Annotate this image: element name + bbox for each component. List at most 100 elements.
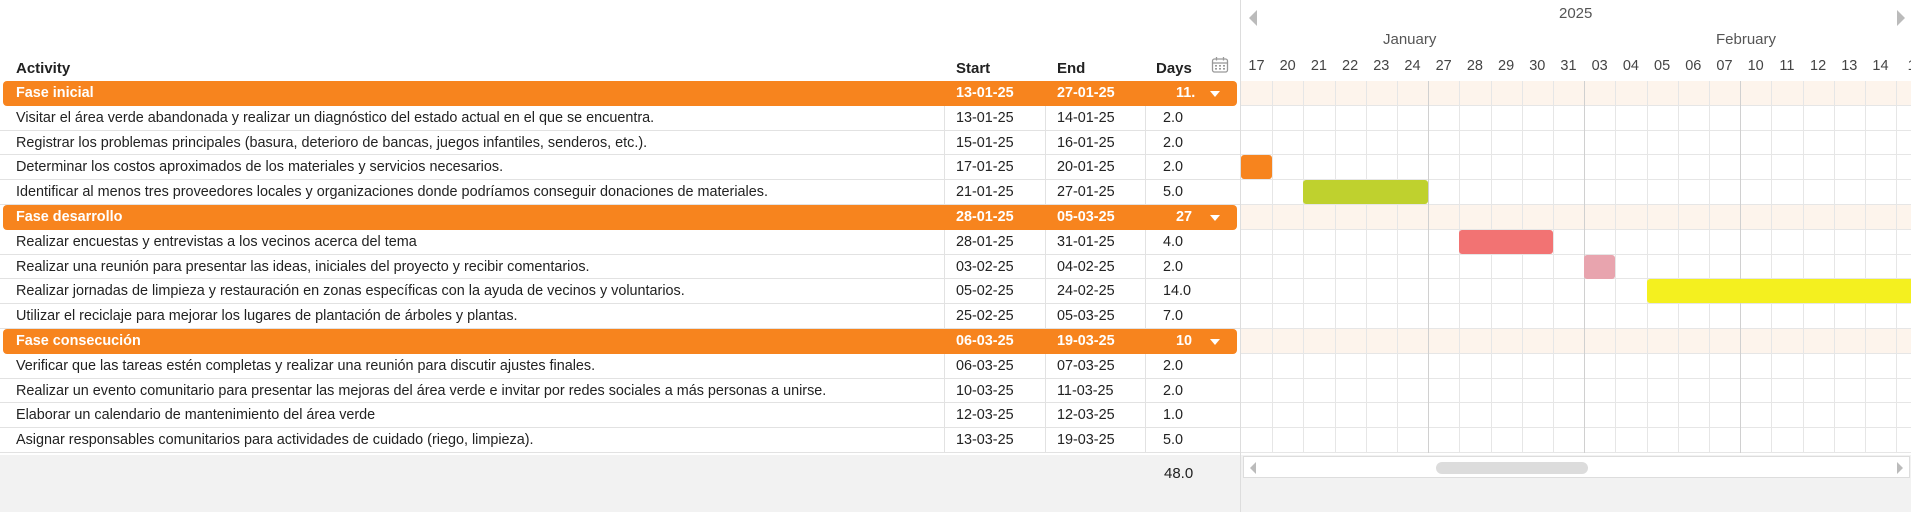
table-body: Fase inicial 13-01-25 27-01-25 11. Visitar e… — [0, 81, 1240, 453]
gantt-task-bar[interactable] — [1584, 254, 1616, 279]
activity-table: Activity Start End Days Fase inicial 13-0… — [0, 55, 1240, 453]
column-header-start[interactable]: Start — [956, 60, 991, 77]
start-cell: 06-03-25 — [956, 357, 1014, 374]
timeline-day-label: 03 — [1591, 58, 1608, 74]
days-cell: 2.0 — [1163, 258, 1184, 275]
grid-row-line — [1241, 352, 1911, 354]
column-divider — [944, 130, 945, 155]
activity-cell: Realizar una reunión para presentar las … — [16, 258, 590, 275]
grid-column-line — [1553, 81, 1554, 453]
column-divider — [944, 279, 945, 304]
grid-column-line — [1833, 81, 1835, 453]
task-row[interactable]: Visitar el área verde abandonada y reali… — [0, 105, 1240, 131]
column-divider — [1045, 403, 1046, 428]
task-row[interactable]: Asignar responsables comunitarios para a… — [0, 428, 1240, 453]
column-divider — [1045, 155, 1046, 180]
grid-column-line — [1272, 81, 1274, 453]
end-cell: 04-02-25 — [1057, 258, 1115, 275]
column-divider — [944, 155, 945, 180]
phase-band — [1241, 205, 1911, 230]
column-divider — [944, 304, 945, 328]
timeline-day-label: 28 — [1466, 58, 1483, 74]
timeline-day-label: 22 — [1342, 58, 1359, 74]
column-divider — [944, 403, 945, 428]
column-divider — [1145, 403, 1146, 428]
days-cell: 2.0 — [1163, 159, 1184, 176]
calendar-icon[interactable] — [1210, 55, 1230, 75]
phase-row[interactable]: Fase desarrollo 28-01-25 05-03-25 27 — [3, 204, 1237, 230]
task-row[interactable]: Utilizar el reciclaje para mejorar los l… — [0, 304, 1240, 329]
gantt-task-bar[interactable] — [1303, 180, 1429, 205]
task-row[interactable]: Identificar al menos tres proveedores lo… — [0, 180, 1240, 205]
task-row[interactable]: Verificar que las tareas estén completas… — [0, 353, 1240, 379]
phase-row[interactable]: Fase consecución 06-03-25 19-03-25 10 — [3, 328, 1237, 354]
task-row[interactable]: Registrar los problemas principales (bas… — [0, 130, 1240, 156]
column-divider — [1145, 180, 1146, 204]
horizontal-scrollbar[interactable] — [1241, 455, 1911, 512]
column-divider — [1145, 378, 1146, 403]
timeline-next-arrow-icon[interactable] — [1897, 10, 1905, 26]
activity-cell: Elaborar un calendario de mantenimiento … — [16, 407, 376, 424]
column-divider — [944, 180, 945, 204]
activity-cell: Visitar el área verde abandonada y reali… — [16, 109, 655, 126]
activity-cell: Realizar encuestas y entrevistas a los v… — [16, 233, 417, 250]
timeline-day-label: 29 — [1498, 58, 1515, 74]
phase-row[interactable]: Fase inicial 13-01-25 27-01-25 11. — [3, 81, 1237, 106]
task-row[interactable]: Realizar jornadas de limpieza y restaura… — [0, 279, 1240, 305]
grid-column-line — [1615, 81, 1617, 453]
grid-column-line — [1303, 81, 1305, 453]
timeline-day-label: 12 — [1810, 58, 1827, 74]
column-divider — [1145, 130, 1146, 155]
timeline-month-january: January — [1383, 31, 1437, 48]
activity-cell: Fase desarrollo — [16, 208, 123, 225]
timeline-day-label: 14 — [1872, 58, 1889, 74]
grid-row-line — [1241, 104, 1911, 106]
grid-column-line — [1521, 81, 1523, 453]
gantt-task-bar[interactable] — [1459, 229, 1553, 254]
column-divider — [1145, 304, 1146, 328]
column-header-end[interactable]: End — [1057, 60, 1086, 77]
timeline-day-label: 04 — [1622, 58, 1639, 74]
task-row[interactable]: Realizar encuestas y entrevistas a los v… — [0, 229, 1240, 255]
grid-column-line — [1365, 81, 1367, 453]
column-header-days[interactable]: Days — [1156, 60, 1192, 77]
grid-column-line — [1709, 81, 1710, 453]
column-header-activity[interactable]: Activity — [16, 60, 71, 77]
end-cell: 05-03-25 — [1057, 208, 1115, 225]
timeline-day-label: 1 — [1896, 58, 1911, 74]
end-cell: 19-03-25 — [1057, 332, 1115, 349]
column-divider — [1045, 130, 1046, 155]
gantt-task-bar[interactable] — [1646, 279, 1911, 304]
phase-band — [1241, 81, 1911, 106]
start-cell: 17-01-25 — [956, 159, 1014, 176]
timeline-prev-arrow-icon[interactable] — [1249, 10, 1257, 26]
gantt-chart: 2025 January February 17 20 21 22 23 24 27 28 29… — [1240, 0, 1911, 512]
gantt-task-bar[interactable] — [1241, 155, 1273, 180]
timeline-day-label: 17 — [1248, 58, 1265, 74]
end-cell: 19-03-25 — [1057, 432, 1115, 449]
end-cell: 11-03-25 — [1057, 382, 1114, 399]
grid-column-line — [1459, 81, 1461, 453]
caret-down-icon[interactable] — [1210, 214, 1220, 221]
days-cell: 5.0 — [1163, 432, 1184, 449]
column-divider — [1145, 254, 1146, 279]
scrollbar-thumb[interactable] — [1436, 462, 1588, 474]
days-cell: 4.0 — [1163, 233, 1184, 250]
task-row[interactable]: Realizar un evento comunitario para pres… — [0, 378, 1240, 404]
grid-row-line — [1241, 303, 1911, 305]
scroll-right-arrow-icon[interactable] — [1897, 462, 1903, 474]
total-days-value: 48.0 — [1164, 465, 1194, 482]
scrollbar-track[interactable] — [1243, 456, 1910, 478]
task-row[interactable]: Elaborar un calendario de mantenimiento … — [0, 403, 1240, 429]
task-row[interactable]: Realizar una reunión para presentar las … — [0, 254, 1240, 280]
timeline-day-label: 31 — [1560, 58, 1577, 74]
start-cell: 10-03-25 — [956, 382, 1014, 399]
column-divider — [1045, 254, 1046, 279]
scroll-left-arrow-icon[interactable] — [1250, 462, 1256, 474]
caret-down-icon[interactable] — [1210, 338, 1220, 345]
column-divider — [1045, 378, 1046, 403]
timeline-day-label: 06 — [1685, 58, 1702, 74]
task-row[interactable]: Determinar los costos aproximados de los… — [0, 155, 1240, 181]
grid-column-line — [1802, 81, 1804, 453]
caret-down-icon[interactable] — [1210, 91, 1220, 97]
